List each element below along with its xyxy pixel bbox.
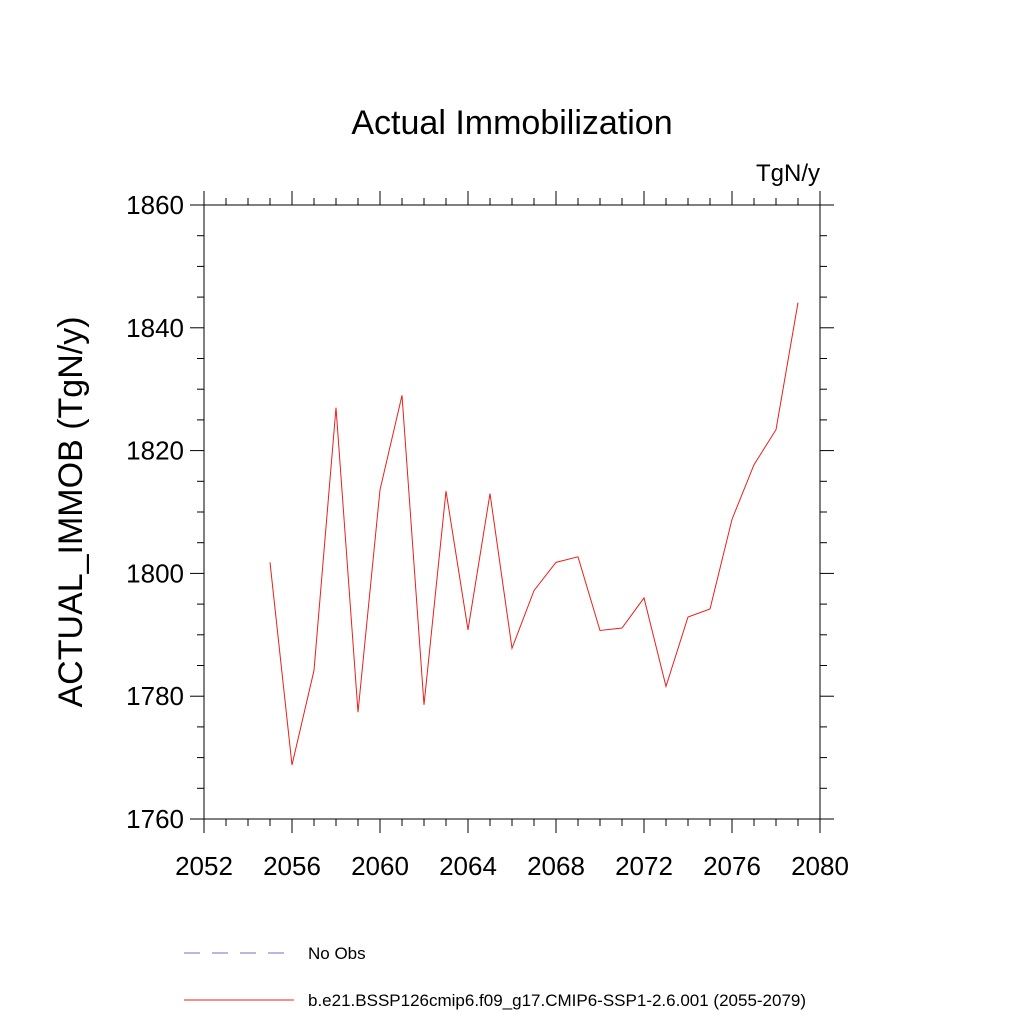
legend: No Obs b.e21.BSSP126cmip6.f09_g17.CMIP6-S… bbox=[184, 944, 806, 1010]
legend-label: No Obs bbox=[308, 944, 366, 963]
y-tick-label: 1860 bbox=[126, 190, 184, 220]
x-tick-label: 2080 bbox=[791, 851, 849, 881]
plot-frame bbox=[203, 204, 821, 820]
x-tick-label: 2064 bbox=[439, 851, 497, 881]
y-tick-label: 1780 bbox=[126, 681, 184, 711]
x-tick-label: 2056 bbox=[263, 851, 321, 881]
chart-title: Actual Immobilization bbox=[351, 104, 672, 142]
series-layer bbox=[269, 302, 799, 766]
y-tick-label: 1840 bbox=[126, 313, 184, 343]
x-tick-label: 2072 bbox=[615, 851, 673, 881]
x-tick-label: 2068 bbox=[527, 851, 585, 881]
series-line bbox=[269, 302, 799, 766]
units-label: TgN/y bbox=[756, 160, 820, 187]
x-tick-label: 2060 bbox=[351, 851, 409, 881]
x-tick-label: 2076 bbox=[703, 851, 761, 881]
y-tick-label: 1760 bbox=[126, 804, 184, 834]
y-tick-label: 1800 bbox=[126, 558, 184, 588]
y-tick-label: 1820 bbox=[126, 436, 184, 466]
y-axis-label: ACTUAL_IMMOB (TgN/y) bbox=[52, 316, 90, 707]
legend-label: b.e21.BSSP126cmip6.f09_g17.CMIP6-SSP1-2.… bbox=[308, 991, 806, 1010]
axis-ticks: 2052 2056 2060 2064 2068 2072 2076 2080 1760 1780… bbox=[126, 190, 849, 881]
x-tick-label: 2052 bbox=[175, 851, 233, 881]
